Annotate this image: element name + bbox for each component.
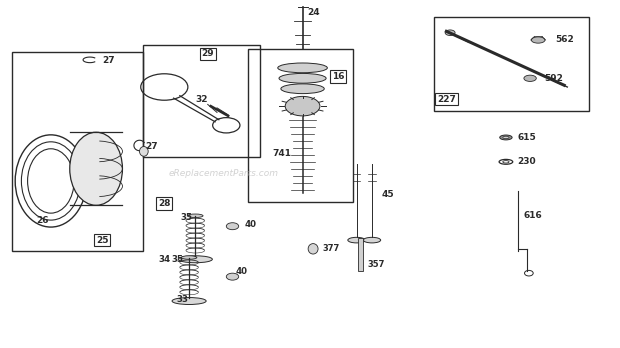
Text: 741: 741 [273,149,292,158]
Text: 27: 27 [146,142,158,151]
Text: 616: 616 [524,211,542,220]
Text: 27: 27 [102,56,115,65]
Bar [434,17,589,111]
Ellipse shape [187,214,203,218]
Ellipse shape [172,298,206,304]
Ellipse shape [348,237,365,243]
Ellipse shape [179,256,212,263]
Text: 45: 45 [381,190,394,199]
Text: 227: 227 [437,95,456,104]
Text: 40: 40 [236,267,247,276]
Ellipse shape [503,136,509,139]
Text: 28: 28 [158,199,170,208]
Bar [143,45,260,157]
Text: 357: 357 [367,260,384,269]
Text: 32: 32 [195,95,208,104]
Bar [12,52,143,251]
Text: 25: 25 [96,236,108,245]
Ellipse shape [226,223,239,230]
Ellipse shape [500,135,512,140]
Text: 29: 29 [202,49,214,58]
Text: 40: 40 [245,220,257,229]
Text: 562: 562 [555,35,574,44]
Text: 35: 35 [180,213,192,222]
Ellipse shape [226,273,239,280]
Ellipse shape [308,244,318,254]
Ellipse shape [140,147,148,156]
Text: 33: 33 [177,295,189,304]
Text: 26: 26 [36,216,48,226]
Text: 16: 16 [332,72,344,81]
Ellipse shape [281,84,324,94]
Text: 35: 35 [171,255,183,264]
Ellipse shape [524,75,536,81]
Ellipse shape [363,237,381,243]
Ellipse shape [445,30,455,35]
Text: 377: 377 [322,244,340,253]
Text: 24: 24 [307,8,319,17]
Bar [248,49,353,202]
Circle shape [285,96,320,116]
Ellipse shape [181,256,197,259]
Ellipse shape [279,73,326,83]
Text: eReplacementParts.com: eReplacementParts.com [168,169,278,179]
Text: 592: 592 [544,74,563,83]
Ellipse shape [278,63,327,73]
Text: 615: 615 [518,133,536,142]
Ellipse shape [531,37,545,43]
Text: 230: 230 [518,157,536,166]
Bar [358,238,363,271]
Text: 34: 34 [158,255,170,264]
Ellipse shape [69,132,122,205]
